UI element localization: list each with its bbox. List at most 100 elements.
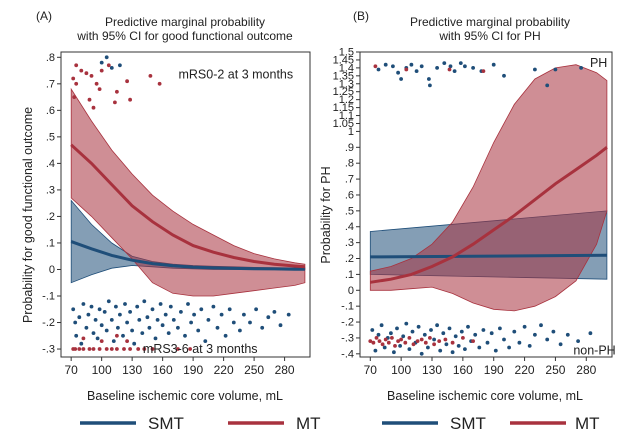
panel-a-data-point (89, 74, 94, 78)
panel-b-data-point (374, 336, 379, 340)
panel-a-data-point (160, 323, 165, 328)
panel-a-data-point (84, 325, 89, 330)
panel-b-smt-line (370, 253, 607, 259)
panel-b-data-point (441, 331, 446, 336)
panel-b-data-point (473, 332, 478, 337)
panel-b-data-point (435, 66, 439, 70)
panel-a-title: Predictive marginal probability with 95% … (76, 15, 293, 43)
panel-a-data-point (248, 320, 252, 325)
panel-a-data-point (188, 347, 193, 351)
panel-b-data-point (404, 321, 409, 326)
panel-b-data-point (398, 344, 402, 348)
panel-a-data-point (79, 68, 84, 73)
panel-a-data-point (157, 81, 162, 86)
panel-a-data-point (153, 336, 158, 341)
panel-b-data-point (419, 64, 424, 69)
panel-a-data-point (81, 336, 86, 341)
panel-b-data-point (426, 345, 430, 350)
panel-a-data-point (128, 97, 133, 102)
legend-smt-label-right: SMT (450, 414, 486, 433)
panel-a-data-point (79, 341, 84, 346)
panel-a-label: (A) (36, 9, 52, 23)
panel-b-data-point (390, 336, 394, 340)
panel-b-y-tick-label: 1.4 (339, 62, 354, 74)
panel-a-data-point (118, 63, 122, 68)
panel-a-x-tick-label: 280 (275, 363, 295, 377)
panel-b-data-point (416, 324, 421, 329)
panel-a-data-point (223, 333, 228, 338)
panel-a-data-point (142, 347, 147, 351)
panel-b-y-tick-label: 1.05 (333, 118, 354, 130)
panel-a-y-tick-label: .1 (46, 237, 55, 249)
panel-b-data-point (410, 329, 415, 334)
legend-mt-label: MT (296, 414, 321, 433)
panel-a-data-point (168, 304, 173, 309)
panel-a-data-point (132, 341, 137, 346)
panel-b-data-point (393, 344, 397, 348)
panel-b-data-point (404, 67, 409, 72)
panel-a-x-tick-label: 160 (153, 363, 173, 377)
panel-a-y-tick-label: .3 (46, 184, 55, 196)
panel-a-data-point (91, 347, 96, 351)
panel-a-data-point (73, 320, 78, 325)
panel-b-data-point (379, 323, 384, 328)
panel-a-data-point (114, 304, 118, 309)
panel-b-mt-ci-band (369, 64, 608, 312)
panel-b-data-point (368, 339, 373, 343)
panel-a: (A) Predictive marginal probability with … (21, 9, 311, 403)
legend-mt-label-right: MT (575, 414, 600, 433)
panel-b-data-point (415, 339, 420, 343)
panel-a-mt-line (70, 143, 306, 269)
panel-a-data-point (72, 95, 77, 99)
panel-a-data-point (109, 66, 114, 70)
panel-b-data-point (401, 334, 406, 339)
panel-b-data-point (527, 344, 532, 348)
panel-a-data-point (266, 315, 271, 320)
panel-a-data-point (81, 302, 86, 306)
panel-b-y-tick-label: -.3 (341, 332, 354, 344)
panel-a-data-point (93, 318, 98, 322)
panel-a-data-point (145, 315, 150, 320)
panel-b-data-point (392, 350, 396, 355)
panel-b-data-point (576, 339, 580, 343)
panel-b-data-point (427, 77, 431, 81)
panel-a-data-point (91, 331, 96, 335)
panel-b-data-point (502, 337, 506, 342)
panel-b-label: (B) (353, 9, 369, 23)
panel-b-plot: -.4-.3-.2-.10.1.2.3.4.5.6.7.8.911.11.21.… (333, 47, 616, 378)
panel-b-data-point (493, 348, 498, 353)
panel-b-y-tick-label: 1.3 (339, 78, 354, 90)
panel-b-mt-line (370, 146, 608, 284)
panel-a-y-tick-label: 0 (49, 264, 55, 276)
panel-a-data-point (136, 347, 141, 351)
panel-a-data-point (171, 318, 176, 322)
panel-b-data-point (456, 344, 461, 348)
panel-a-x-tick-label: 220 (214, 363, 234, 377)
panel-b-y-tick-label: 1 (348, 126, 354, 138)
panel-a-data-point (155, 318, 160, 322)
panel-b-data-point (377, 339, 382, 343)
panel-b-data-point (428, 336, 432, 340)
panel-a-data-point (77, 315, 82, 320)
panel-a-annotation: mRS0-2 at 3 months (178, 68, 293, 82)
panel-b-data-point (522, 324, 527, 329)
panel-b-data-point (428, 83, 432, 88)
panel-a-data-point (104, 55, 109, 60)
panel-a-data-point (77, 347, 82, 351)
panel-b-y-tick-label: 1.5 (339, 47, 354, 59)
panel-a-y-tick-label: -.1 (42, 291, 55, 303)
panel-b-data-point (376, 67, 381, 72)
panel-b-data-point (422, 332, 427, 337)
panel-a-data-point (74, 333, 79, 338)
panel-a-y-tick-label: -.3 (42, 344, 55, 356)
panel-b-data-point (438, 348, 443, 353)
panel-b-data-point (419, 351, 424, 356)
panel-b-y-tick-label: -.2 (341, 317, 354, 329)
panel-b-y-tick-label: .1 (345, 269, 354, 281)
panel-a-data-point (109, 318, 114, 322)
panel-b-y-tick-label: -.4 (341, 348, 354, 360)
panel-b-x-tick-label: 220 (515, 363, 535, 377)
panel-b-data-point (442, 61, 447, 65)
panel-a-y-axis-label: Probability for good functional outcome (21, 107, 35, 323)
panel-b-data-point (383, 337, 388, 342)
